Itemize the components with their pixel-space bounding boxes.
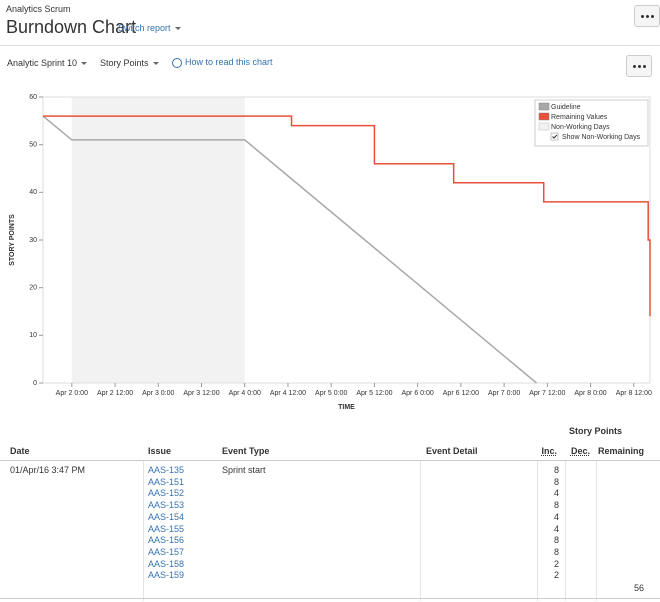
x-tick-label: Apr 6 12:00 <box>443 390 479 397</box>
y-axis-label: STORY POINTS <box>9 214 16 266</box>
help-link[interactable]: How to read this chart <box>172 57 273 68</box>
y-tick-label: 10 <box>29 332 37 339</box>
x-axis-label: TIME <box>338 404 355 411</box>
column-header: Event Type <box>222 446 270 456</box>
column-header: Issue <box>148 446 172 456</box>
x-tick-label: Apr 7 0:00 <box>488 390 520 397</box>
sprint-text[interactable]: Analytic Sprint 10 <box>7 58 78 68</box>
x-tick-label: Apr 2 12:00 <box>97 390 133 397</box>
y-tick-label: 0 <box>33 380 37 387</box>
inc-value: 4 <box>553 511 559 522</box>
issue-link[interactable]: AAS-156 <box>148 535 185 546</box>
column-rule <box>420 461 421 601</box>
column-rule <box>143 461 144 601</box>
legend-swatch <box>538 122 550 131</box>
inc-value: 8 <box>553 476 559 487</box>
estimate-text[interactable]: Story Points <box>100 58 149 68</box>
x-tick-label: Apr 7 12:00 <box>529 390 565 397</box>
column-header: Date <box>10 446 30 456</box>
x-tick-label: Apr 8 0:00 <box>574 390 606 397</box>
legend-label: Remaining Values <box>551 114 608 121</box>
header-rule <box>0 460 660 461</box>
legend-label: Guideline <box>551 104 581 111</box>
issue-link[interactable]: AAS-159 <box>148 570 185 581</box>
inc-value: 4 <box>553 523 559 534</box>
check-mark <box>552 134 558 139</box>
inc-value: 4 <box>553 488 559 499</box>
legend-swatch <box>538 102 550 111</box>
series-line <box>43 115 651 317</box>
remaining-value: 56 <box>633 583 644 593</box>
x-tick-label: Apr 5 0:00 <box>315 390 347 397</box>
x-tick-label: Apr 3 0:00 <box>142 390 174 397</box>
x-tick-label: Apr 6 0:00 <box>401 390 433 397</box>
inc-value: 8 <box>553 465 559 475</box>
column-header: Dec. <box>570 446 590 456</box>
issue-link[interactable]: AAS-158 <box>148 558 185 569</box>
issue-link[interactable]: AAS-135 <box>148 465 185 475</box>
issue-link[interactable]: AAS-152 <box>148 488 185 499</box>
issue-link[interactable]: AAS-153 <box>148 500 185 511</box>
inc-value: 2 <box>553 558 559 569</box>
y-tick-label: 50 <box>29 142 37 149</box>
legend-label: Non-Working Days <box>551 124 610 131</box>
checkbox[interactable] <box>550 132 559 141</box>
legend-swatch <box>538 112 550 121</box>
column-header: Remaining <box>597 446 644 456</box>
x-tick-label: Apr 5 12:00 <box>356 390 392 397</box>
inc-value: 8 <box>553 535 559 546</box>
project-name[interactable]: Analytics Scrum <box>6 4 71 14</box>
legend-toggle: Show Non-Working Days <box>562 134 641 141</box>
x-tick-label: Apr 4 12:00 <box>270 390 306 397</box>
column-rule <box>596 461 597 601</box>
issue-link[interactable]: AAS-154 <box>148 511 185 522</box>
series-line <box>42 115 538 384</box>
y-tick-label: 40 <box>29 189 37 196</box>
divider <box>0 45 660 46</box>
row-date: 01/Apr/16 3:47 PM <box>10 465 86 475</box>
chart-more-button[interactable] <box>626 55 652 77</box>
x-tick-label: Apr 8 12:00 <box>616 390 652 397</box>
more-button[interactable] <box>634 5 660 27</box>
column-rule <box>565 461 566 601</box>
inc-value: 8 <box>553 500 559 511</box>
non-working-days <box>71 97 245 383</box>
switch-report[interactable]: Switch report <box>118 23 181 33</box>
estimate-select[interactable]: Story Points <box>100 58 159 68</box>
row-event-type: Sprint start <box>222 465 266 475</box>
page-title: Burndown Chart <box>6 17 137 37</box>
x-tick-label: Apr 3 12:00 <box>183 390 219 397</box>
column-header: Inc. <box>541 446 557 456</box>
inc-value: 2 <box>553 570 559 581</box>
group-header: Story Points <box>569 426 623 436</box>
inc-value: 8 <box>553 546 559 557</box>
y-tick-label: 20 <box>29 285 37 292</box>
x-tick-label: Apr 2 0:00 <box>56 390 88 397</box>
sprint-select[interactable]: Analytic Sprint 10 <box>7 58 88 68</box>
issue-link[interactable]: AAS-157 <box>148 546 185 557</box>
issue-link[interactable]: AAS-155 <box>148 523 185 534</box>
chart: 0 10 20 30 40 50 60 Apr 2 0:00 Apr 2 12:00 Apr 3 … <box>9 94 652 411</box>
help-text[interactable]: How to read this chart <box>185 57 273 67</box>
footer-rule <box>0 598 660 599</box>
column-rule <box>537 461 538 601</box>
column-header: Event Detail <box>426 446 478 456</box>
issue-link[interactable]: AAS-151 <box>148 476 185 487</box>
x-tick-label: Apr 4 0:00 <box>229 390 261 397</box>
y-tick-label: 60 <box>29 94 37 101</box>
switch-report-text[interactable]: Switch report <box>118 23 171 33</box>
y-tick-label: 30 <box>29 237 37 244</box>
